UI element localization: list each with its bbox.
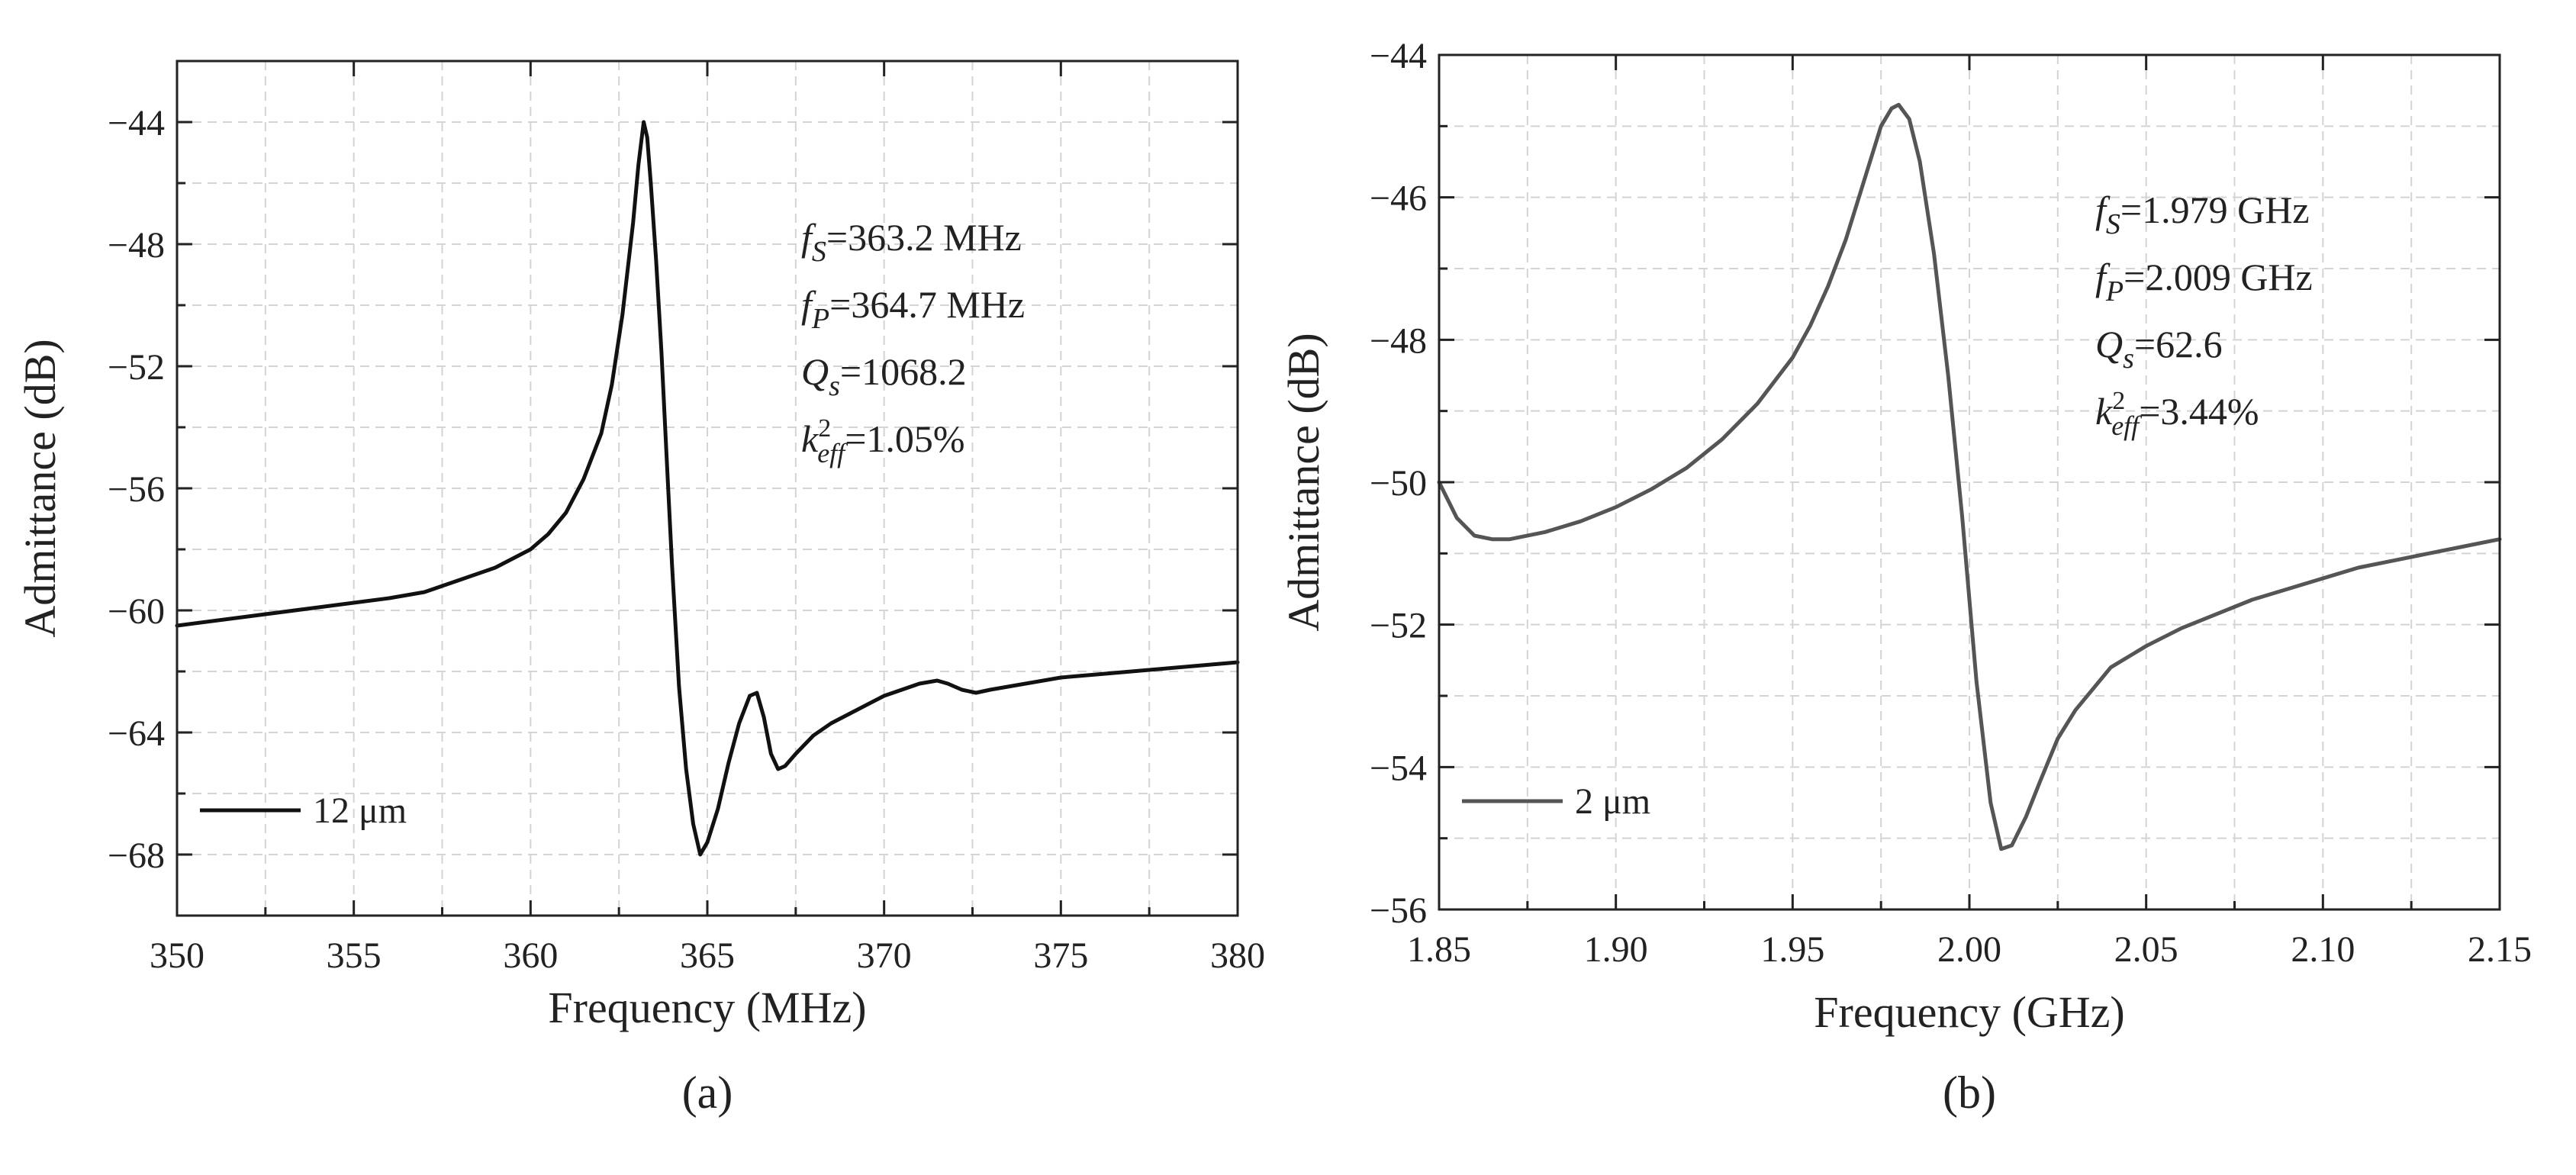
x-tick-label: 2.00 [1937,929,2001,970]
y-axis-label: Admittance (dB) [15,339,65,637]
x-tick-label: 2.10 [2291,929,2355,970]
legend-label: 2 μm [1575,781,1650,822]
legend: 2 μm [1462,781,1650,822]
x-tick-label: 375 [1033,935,1088,976]
series-line [1437,102,2502,851]
x-tick-label: 350 [150,935,204,976]
y-tick-label: −56 [1370,890,1427,931]
annotation-k-eff: k2 eff=1.05% [801,414,965,468]
x-tick-label: 380 [1210,935,1265,976]
y-tick-label: −48 [1370,320,1427,361]
y-tick-label: −44 [108,103,165,143]
annotation-block: fS=363.2 MHz fP=364.7 MHz Qs=1068.2 k2 eff=1… [801,216,1025,468]
annotation-k-eff: k2 eff=3.44% [2095,387,2259,441]
y-tick-label: −52 [1370,606,1427,646]
y-tick-label: −46 [1370,179,1427,219]
annotation-q-s: Qs=1068.2 [801,350,967,402]
annotation-q-s: Qs=62.6 [2095,323,2223,375]
y-tick-label: −64 [108,713,165,754]
y-tick-label: −54 [1370,748,1427,788]
x-tick-label: 1.95 [1760,929,1824,970]
chart-panel-b: 1.85 1.90 1.95 2.00 2.05 2.10 2.15 −56 −54 −52 −50… [1279,36,2532,1118]
annotation-f-p: fP=2.009 GHz [2095,256,2313,307]
annotation-f-p: fP=364.7 MHz [801,283,1025,335]
y-tick-label: −56 [108,469,165,510]
panel-label: (a) [682,1067,733,1118]
x-tick-label: 360 [503,935,558,976]
x-tick-label: 355 [327,935,382,976]
x-tick-label: 365 [680,935,735,976]
chart-panel-a: 350 355 360 365 370 375 380 −68 −64 −60 −56 −52 −48 −… [15,60,1265,1118]
y-tick-label: −48 [108,225,165,266]
x-axis-label: Frequency (MHz) [548,983,866,1032]
y-tick-label: −44 [1370,36,1427,76]
x-tick-label: 2.15 [2468,929,2532,970]
x-tick-label: 1.90 [1584,929,1648,970]
legend-label: 12 μm [313,790,407,831]
y-tick-label: −50 [1370,463,1427,504]
y-tick-label: −68 [108,835,165,876]
y-tick-label: −60 [108,591,165,632]
x-tick-label: 1.85 [1407,929,1471,970]
x-tick-label: 2.05 [2114,929,2178,970]
panel-label: (b) [1943,1067,1996,1118]
x-tick-label: 370 [857,935,912,976]
grid [177,61,1238,916]
grid [1439,55,2500,909]
x-axis-label: Frequency (GHz) [1814,987,2124,1037]
legend: 12 μm [200,790,407,831]
annotation-f-s: fS=363.2 MHz [801,216,1022,268]
y-tick-label: −52 [108,347,165,388]
y-axis-label: Admittance (dB) [1279,333,1328,631]
series-line [175,120,1240,857]
annotation-block: fS=1.979 GHz fP=2.009 GHz Qs=62.6 k2 eff=3.4… [2095,188,2313,441]
annotation-f-s: fS=1.979 GHz [2095,188,2310,240]
